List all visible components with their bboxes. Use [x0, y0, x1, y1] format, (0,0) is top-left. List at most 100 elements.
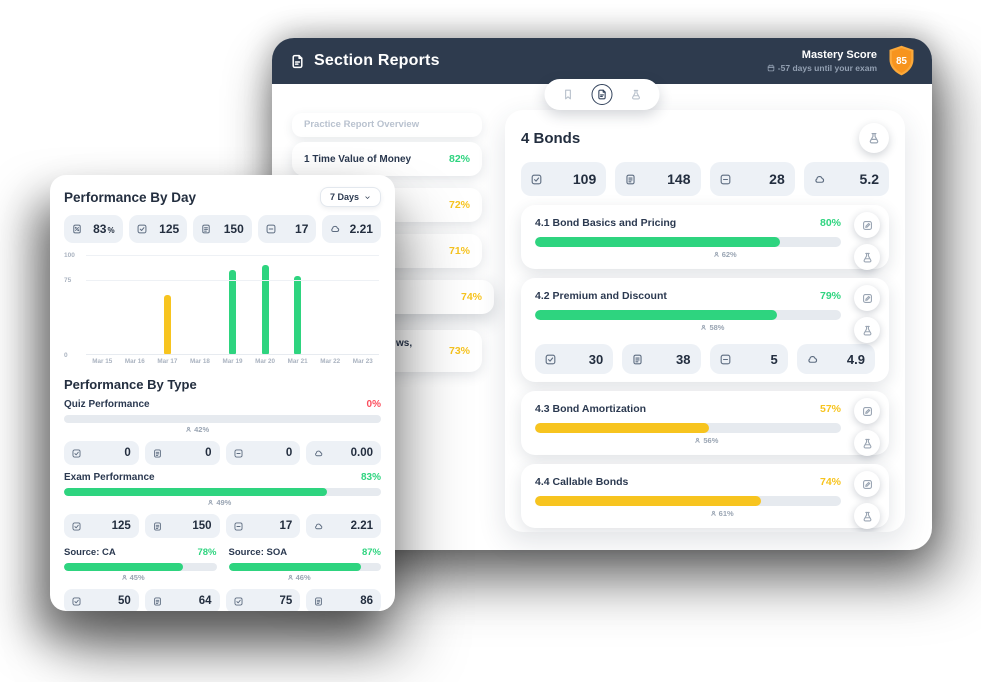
progress-fill: [535, 310, 777, 320]
source-ca-block: Source: CA 78% 45%: [64, 546, 217, 583]
progress-fill: [64, 488, 328, 496]
flask-icon: [862, 438, 873, 449]
flask-icon: [631, 89, 642, 100]
file-lines-icon: [314, 597, 323, 606]
average-marker-row: 49%: [64, 497, 381, 508]
sidebar-item-score: 82%: [448, 153, 470, 165]
progress-bar: [64, 488, 381, 496]
memo-icon: [862, 406, 873, 417]
time-stat-pill: 4.9: [796, 344, 875, 374]
average-marker-row: 62%: [535, 249, 841, 261]
time-stat-pill: 2.21: [322, 215, 381, 243]
notes-button[interactable]: [854, 285, 880, 311]
check-square-icon: [531, 174, 542, 185]
day-stats-row: 83% 125 150 17 2.21: [64, 215, 381, 243]
performance-by-type-title: Performance By Type: [64, 377, 197, 392]
check-square-icon: [545, 354, 556, 365]
day-panel-header: Performance By Day 7 Days: [64, 187, 381, 207]
tab-bookmark[interactable]: [558, 84, 579, 105]
stat-value: 64: [198, 595, 212, 607]
average-marker-value: 46%: [295, 573, 311, 582]
source-soa-block: Source: SOA 87% 46%: [228, 546, 381, 583]
average-marker-value: 62%: [721, 250, 737, 259]
flask-icon: [862, 252, 873, 263]
subsection-title: 4.2 Premium and Discount: [535, 290, 667, 302]
cloud-icon: [814, 174, 825, 185]
quiz-performance-score: 0%: [366, 399, 381, 410]
chevron-down-icon: [364, 194, 371, 201]
chart-bar: [229, 269, 237, 354]
page-title: Section Reports: [314, 52, 440, 69]
file-lines-icon: [625, 174, 636, 185]
sources-row: Source: CA 78% 45% Source: SOA 87%: [64, 546, 381, 583]
check-square-icon: [72, 449, 81, 458]
notes-button[interactable]: [854, 212, 880, 238]
skipped-stat-pill: 0: [225, 441, 301, 465]
exam-stats-row: 125 150 17 2.21: [64, 514, 381, 538]
stat-value: 150: [223, 222, 244, 236]
stat-value: 4.9: [846, 351, 865, 367]
skipped-stat-pill: 28: [709, 162, 795, 196]
report-icon: [597, 89, 608, 100]
progress-bar: [535, 310, 841, 320]
score-stat-pill: 83%: [64, 215, 123, 243]
stat-value: 125: [159, 222, 180, 236]
stat-value: 5.2: [859, 171, 879, 187]
x-axis-tick: Mar 19: [222, 358, 243, 365]
sidebar-item-score: 73%: [448, 345, 470, 357]
correct-stat-pill: 30: [535, 344, 614, 374]
calendar-icon: [767, 64, 775, 72]
progress-bar: [228, 563, 381, 571]
average-marker: 61%: [710, 509, 734, 518]
stat-value: 30: [588, 351, 604, 367]
tab-reports[interactable]: [591, 84, 613, 105]
minus-square-icon: [720, 174, 731, 185]
notes-button[interactable]: [854, 398, 880, 424]
practice-button[interactable]: [854, 430, 880, 456]
subsection-card-4-2[interactable]: 4.2 Premium and Discount 79% 58% 30: [521, 278, 889, 382]
exam-performance-score: 83%: [360, 472, 381, 483]
correct-stat-pill: 109: [521, 162, 607, 196]
section-reports-panel: Section Reports Mastery Score -57 days u…: [272, 38, 932, 550]
section-stats-row: 109 148 28 5.2: [521, 162, 889, 196]
average-person-icon: [700, 324, 707, 331]
total-stat-pill: 148: [615, 162, 701, 196]
y-axis-tick: 100: [64, 252, 75, 259]
subsection-card-4-4[interactable]: 4.4 Callable Bonds 74% 61%: [521, 464, 889, 529]
exam-performance-row: Exam Performance 83% 49%: [64, 471, 381, 508]
practice-button[interactable]: [854, 503, 880, 529]
average-person-icon: [121, 574, 128, 581]
practice-report-overview[interactable]: Practice Report Overview: [292, 113, 482, 137]
progress-bar: [535, 423, 841, 433]
minus-square-icon: [720, 354, 731, 365]
section-practice-button[interactable]: [859, 123, 889, 153]
chart-bar: [261, 264, 269, 354]
tab-practice[interactable]: [626, 84, 647, 105]
average-person-icon: [207, 499, 214, 506]
stat-value: 17: [279, 520, 293, 532]
progress-bar: [535, 237, 841, 247]
subsection-card-4-1[interactable]: 4.1 Bond Basics and Pricing 80% 62%: [521, 205, 889, 270]
notes-button[interactable]: [854, 471, 880, 497]
section-detail-card: 4 Bonds 109 148 28 5.2: [505, 110, 905, 532]
day-panel-title: Performance By Day: [64, 189, 197, 205]
average-person-icon: [710, 510, 717, 517]
stat-value: 5: [770, 351, 778, 367]
stat-value: 50: [117, 595, 131, 607]
average-marker: 49%: [207, 498, 231, 507]
practice-button[interactable]: [854, 317, 880, 343]
x-axis-tick: Mar 18: [189, 358, 210, 365]
sidebar-item-score: 74%: [460, 291, 482, 303]
mastery-badge-score: 85: [896, 56, 907, 67]
total-stat-pill: 150: [144, 514, 220, 538]
average-person-icon: [713, 251, 720, 258]
minus-square-icon: [266, 224, 276, 234]
section-title: 4 Bonds: [521, 129, 581, 147]
progress-fill: [535, 423, 710, 433]
sidebar-item-1[interactable]: 1 Time Value of Money 82%: [292, 142, 482, 176]
date-range-dropdown[interactable]: 7 Days: [319, 187, 381, 207]
total-stat-pill: 86: [306, 589, 381, 611]
subsection-card-4-3[interactable]: 4.3 Bond Amortization 57% 56%: [521, 391, 889, 456]
file-lines-icon: [632, 354, 643, 365]
practice-button[interactable]: [854, 244, 880, 270]
